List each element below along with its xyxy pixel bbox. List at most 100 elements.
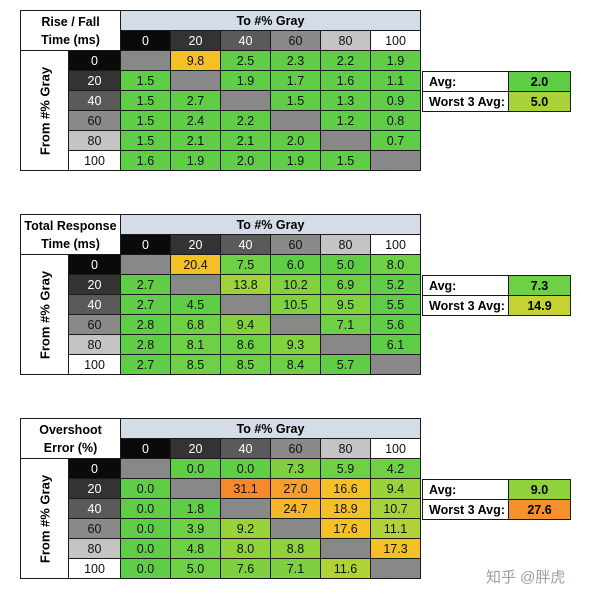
data-cell: 1.5 xyxy=(320,150,371,171)
avg-value: 9.0 xyxy=(508,479,571,500)
to-level-40: 40 xyxy=(220,234,271,255)
table-title-line: Error (%) xyxy=(43,440,98,455)
to-level-20: 20 xyxy=(170,234,221,255)
data-cell: 1.9 xyxy=(270,150,321,171)
data-cell: 1.5 xyxy=(120,70,171,91)
data-cell: 5.0 xyxy=(320,254,371,275)
worst-3-avg-value: 14.9 xyxy=(508,295,571,316)
from-level-20: 20 xyxy=(68,274,121,295)
data-cell: 2.2 xyxy=(220,110,271,131)
diagonal-empty-cell xyxy=(370,354,421,375)
from-gray-header: From #% Gray xyxy=(20,458,69,579)
diagonal-empty-cell xyxy=(220,498,271,519)
data-cell: 16.6 xyxy=(320,478,371,499)
table-row: 40 2.7 4.5 10.5 9.5 5.5 xyxy=(21,294,421,315)
to-level-20: 20 xyxy=(170,438,221,459)
data-cell: 2.3 xyxy=(270,50,321,71)
data-cell: 2.7 xyxy=(170,90,221,111)
data-cell: 4.8 xyxy=(170,538,221,559)
diagonal-empty-cell xyxy=(370,558,421,579)
from-level-60: 60 xyxy=(68,314,121,335)
diagonal-empty-cell xyxy=(120,458,171,479)
from-level-60: 60 xyxy=(68,518,121,539)
to-level-80: 80 xyxy=(320,234,371,255)
to-gray-header: To #% Gray xyxy=(120,10,421,31)
from-level-0: 0 xyxy=(68,50,121,71)
data-cell: 0.0 xyxy=(120,558,171,579)
table-row: 20 2.7 13.8 10.2 6.9 5.2 xyxy=(21,274,421,295)
data-cell: 1.5 xyxy=(120,90,171,111)
diagonal-empty-cell xyxy=(220,90,271,111)
data-cell: 2.8 xyxy=(120,334,171,355)
from-level-20: 20 xyxy=(68,70,121,91)
diagonal-empty-cell xyxy=(320,334,371,355)
data-cell: 6.1 xyxy=(370,334,421,355)
data-cell: 6.9 xyxy=(320,274,371,295)
table-title-line: Time (ms) xyxy=(41,32,100,47)
data-cell: 5.7 xyxy=(320,354,371,375)
table-row: 40 0.0 1.8 24.7 18.9 10.7 xyxy=(21,498,421,519)
from-level-100: 100 xyxy=(68,558,121,579)
table-row: From #% Gray 0 0.0 0.0 7.3 5.9 4.2 xyxy=(20,458,421,579)
data-cell: 8.1 xyxy=(170,334,221,355)
data-cell: 2.2 xyxy=(320,50,371,71)
data-cell: 3.9 xyxy=(170,518,221,539)
to-level-0: 0 xyxy=(120,234,171,255)
worst-3-avg-label: Worst 3 Avg: xyxy=(422,499,509,520)
from-gray-label: From #% Gray xyxy=(37,270,52,359)
response-table-1: Rise / Fall Time (ms) To #% Gray 0 20 40 60 80 1… xyxy=(20,10,421,171)
data-cell: 9.8 xyxy=(170,50,221,71)
data-cell: 1.3 xyxy=(320,90,371,111)
avg-value: 2.0 xyxy=(508,71,571,92)
from-level-60: 60 xyxy=(68,110,121,131)
diagonal-empty-cell xyxy=(120,254,171,275)
data-cell: 27.0 xyxy=(270,478,321,499)
data-cell: 1.2 xyxy=(320,110,371,131)
table-row: 80 0.0 4.8 8.0 8.8 17.3 xyxy=(21,538,421,559)
worst-3-avg-value: 27.6 xyxy=(508,499,571,520)
data-cell: 10.7 xyxy=(370,498,421,519)
watermark: 知乎 @胖虎 xyxy=(486,569,566,586)
table-title-line: Overshoot xyxy=(39,422,102,437)
data-cell: 7.1 xyxy=(270,558,321,579)
avg-value: 7.3 xyxy=(508,275,571,296)
data-cell: 2.7 xyxy=(120,274,171,295)
table-row: 60 0.0 3.9 9.2 17.6 11.1 xyxy=(21,518,421,539)
diagonal-empty-cell xyxy=(270,314,321,335)
data-cell: 31.1 xyxy=(220,478,271,499)
to-level-0: 0 xyxy=(120,438,171,459)
to-level-40: 40 xyxy=(220,438,271,459)
from-level-100: 100 xyxy=(68,150,121,171)
data-cell: 7.5 xyxy=(220,254,271,275)
data-cell: 1.5 xyxy=(120,110,171,131)
diagonal-empty-cell xyxy=(320,538,371,559)
data-cell: 8.8 xyxy=(270,538,321,559)
data-cell: 0.0 xyxy=(120,518,171,539)
from-level-40: 40 xyxy=(68,498,121,519)
from-level-80: 80 xyxy=(68,334,121,355)
data-cell: 2.0 xyxy=(220,150,271,171)
data-cell: 0.0 xyxy=(170,458,221,479)
from-gray-label: From #% Gray xyxy=(37,66,52,155)
data-cell: 10.5 xyxy=(270,294,321,315)
data-cell: 5.2 xyxy=(370,274,421,295)
data-cell: 9.4 xyxy=(220,314,271,335)
data-cell: 9.3 xyxy=(270,334,321,355)
data-cell: 2.0 xyxy=(270,130,321,151)
from-level-40: 40 xyxy=(68,90,121,111)
data-cell: 9.2 xyxy=(220,518,271,539)
data-cell: 0.0 xyxy=(120,498,171,519)
data-cell: 7.6 xyxy=(220,558,271,579)
to-level-60: 60 xyxy=(270,30,321,51)
data-cell: 0.9 xyxy=(370,90,421,111)
to-gray-header: To #% Gray xyxy=(120,418,421,439)
data-cell: 2.8 xyxy=(120,314,171,335)
data-cell: 8.4 xyxy=(270,354,321,375)
to-level-100: 100 xyxy=(370,438,421,459)
to-level-60: 60 xyxy=(270,234,321,255)
to-gray-header: To #% Gray xyxy=(120,214,421,235)
data-cell: 5.9 xyxy=(320,458,371,479)
data-cell: 9.4 xyxy=(370,478,421,499)
table-row: 60 2.8 6.8 9.4 7.1 5.6 xyxy=(21,314,421,335)
to-level-60: 60 xyxy=(270,438,321,459)
